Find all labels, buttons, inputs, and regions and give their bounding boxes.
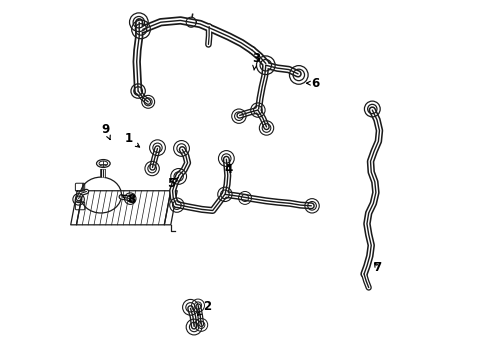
Text: 8: 8	[122, 193, 135, 206]
Text: 4: 4	[225, 163, 233, 176]
Text: 7: 7	[373, 261, 382, 274]
Text: 3: 3	[252, 51, 260, 70]
Text: 1: 1	[124, 132, 140, 147]
Text: 2: 2	[197, 300, 211, 315]
Text: 9: 9	[102, 123, 110, 140]
Text: 5: 5	[168, 177, 178, 190]
Text: 6: 6	[306, 77, 319, 90]
